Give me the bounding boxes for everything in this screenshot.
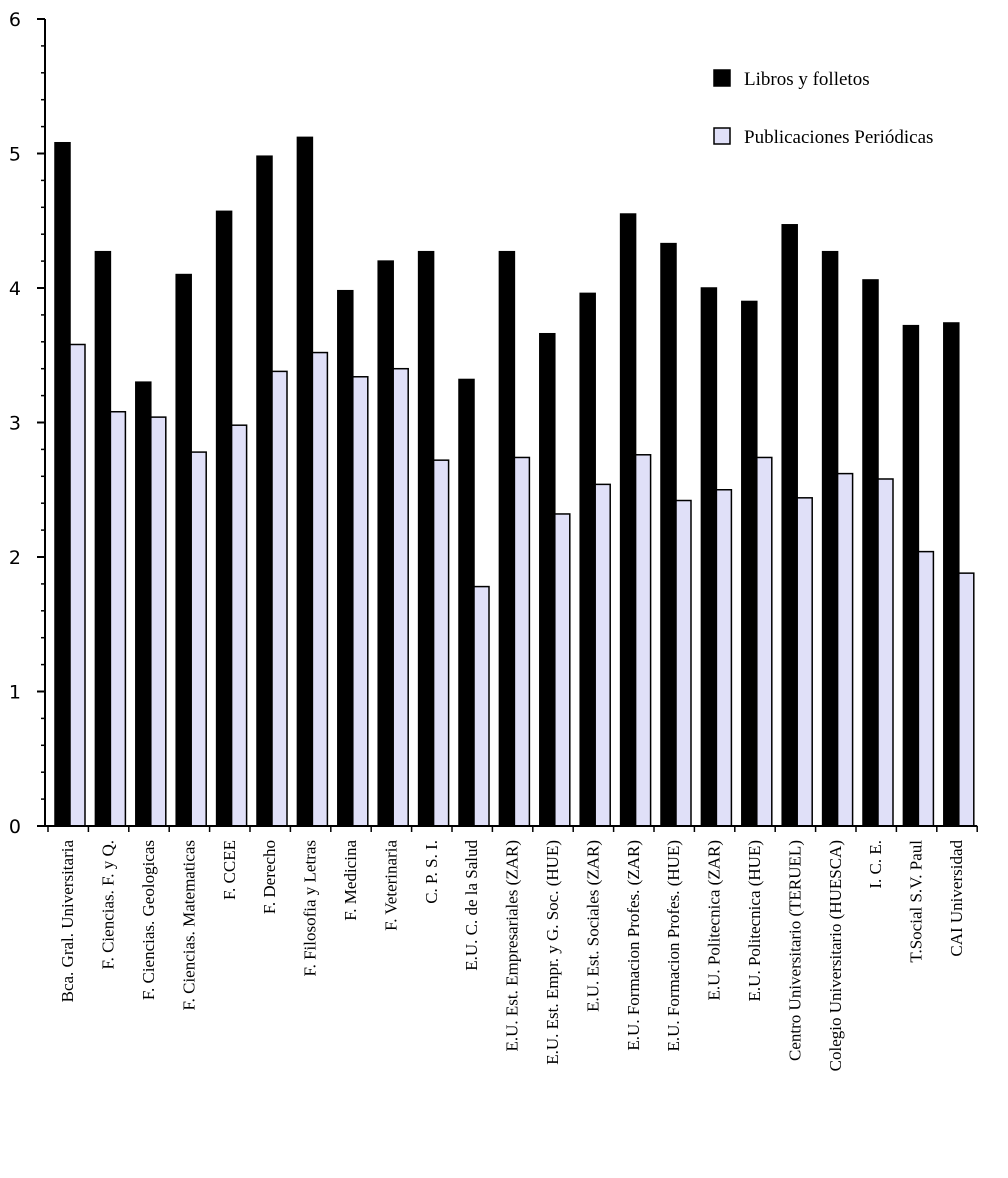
x-category-label: E.U. Politecnica (ZAR) xyxy=(705,840,724,1001)
x-category-label: E.U. Formacion Profes. (ZAR) xyxy=(624,840,643,1051)
x-category-label: F. CCEE xyxy=(220,840,239,900)
bar-libros xyxy=(135,381,152,827)
bar-libros xyxy=(215,210,233,827)
bar-libros xyxy=(256,155,273,827)
bar-publicaciones xyxy=(675,499,692,827)
bar-libros xyxy=(539,332,556,827)
bar-publicaciones xyxy=(634,454,652,827)
x-category-label: C. P. S. I. xyxy=(422,840,441,904)
x-category-label: F. Ciencias. Matematicas xyxy=(179,840,198,1010)
y-tick-label: 3 xyxy=(9,413,21,435)
y-tick-label: 6 xyxy=(9,9,21,31)
bar-libros xyxy=(579,292,596,827)
bar-libros xyxy=(902,324,920,827)
y-tick-label: 5 xyxy=(9,144,21,166)
x-axis: Bca. Gral. Universitaria F. Ciencias. F. … xyxy=(45,825,978,1071)
bar-publicaciones xyxy=(392,367,409,827)
bar-publicaciones xyxy=(958,572,975,827)
bar-publicaciones xyxy=(230,424,248,827)
bar-libros xyxy=(821,250,839,827)
bar-publicaciones xyxy=(271,370,288,827)
bar-publicaciones xyxy=(513,456,531,827)
bar-publicaciones xyxy=(554,513,571,827)
x-category-label: I. C. E. xyxy=(866,840,885,889)
x-category-label: F. Veterinaria xyxy=(381,840,400,931)
bar-publicaciones xyxy=(836,472,854,827)
x-category-label: F. Medicina xyxy=(341,840,360,921)
bar-publicaciones xyxy=(311,351,329,827)
bar-libros xyxy=(54,141,71,827)
bar-libros xyxy=(498,250,516,827)
x-category-label: T.Social S.V. Paul xyxy=(907,840,926,963)
legend: Libros y folletos Publicaciones Periódic… xyxy=(713,69,933,148)
x-category-label: CAI Universidad xyxy=(947,840,966,957)
x-category-label: E.U. C. de la Salud xyxy=(462,840,481,971)
bar-publicaciones xyxy=(473,585,490,827)
legend-label-libros: Libros y folletos xyxy=(744,69,870,90)
y-tick-label: 2 xyxy=(9,547,21,569)
bars xyxy=(54,136,975,827)
bar-publicaciones xyxy=(352,376,369,827)
y-tick-label: 0 xyxy=(9,816,21,838)
legend-swatch-publicaciones xyxy=(713,127,731,145)
x-category-label: E.U. Politecnica (HUE) xyxy=(745,840,764,1001)
y-axis: 0 1 2 3 4 5 6 xyxy=(9,9,46,838)
x-category-label: E.U. Formacion Profes. (HUE) xyxy=(664,840,683,1052)
bar-libros xyxy=(943,322,960,827)
x-category-label: Centro Universitario (TERUEL) xyxy=(785,840,804,1061)
bar-publicaciones xyxy=(917,550,935,827)
bar-publicaciones xyxy=(150,416,167,827)
x-category-label: F. Ciencias. Geologicas xyxy=(139,840,158,1000)
x-category-label: E.U. Est. Sociales (ZAR) xyxy=(583,840,602,1012)
x-category-label: F. Ciencias. F. y Q. xyxy=(99,840,118,970)
bar-libros xyxy=(741,300,758,827)
x-category-label: F. Filosofia y Letras xyxy=(301,840,320,977)
bar-libros xyxy=(781,224,798,827)
bar-publicaciones xyxy=(69,343,86,827)
bar-publicaciones xyxy=(756,456,773,827)
bar-publicaciones xyxy=(877,478,894,827)
bar-libros xyxy=(337,289,354,827)
bar-libros xyxy=(377,260,394,827)
y-tick-label: 1 xyxy=(9,682,21,704)
bar-publicaciones xyxy=(190,451,207,827)
x-category-label: E.U. Est. Empresariales (ZAR) xyxy=(503,840,522,1052)
legend-label-publicaciones: Publicaciones Periódicas xyxy=(744,127,933,148)
bar-libros xyxy=(862,279,879,827)
legend-swatch-libros xyxy=(713,69,731,87)
bar-libros xyxy=(417,250,435,827)
bar-libros xyxy=(700,287,718,827)
x-category-label: F. Derecho xyxy=(260,840,279,914)
bar-publicaciones xyxy=(432,459,450,827)
bar-publicaciones xyxy=(594,483,611,827)
x-category-label: Colegio Universitario (HUESCA) xyxy=(826,840,845,1071)
x-category-label: E.U. Est. Empr. y G. Soc. (HUE) xyxy=(543,840,562,1065)
bar-libros xyxy=(94,250,112,827)
bar-publicaciones xyxy=(715,489,733,827)
bar-libros xyxy=(458,378,475,827)
bar-libros xyxy=(175,273,192,827)
bar-libros xyxy=(296,136,314,827)
y-tick-label: 4 xyxy=(9,278,21,300)
x-category-label: Bca. Gral. Universitaria xyxy=(58,840,77,1003)
bar-publicaciones xyxy=(109,410,127,827)
bar-publicaciones xyxy=(796,497,813,827)
bar-libros xyxy=(660,242,677,827)
bar-libros xyxy=(619,213,637,827)
